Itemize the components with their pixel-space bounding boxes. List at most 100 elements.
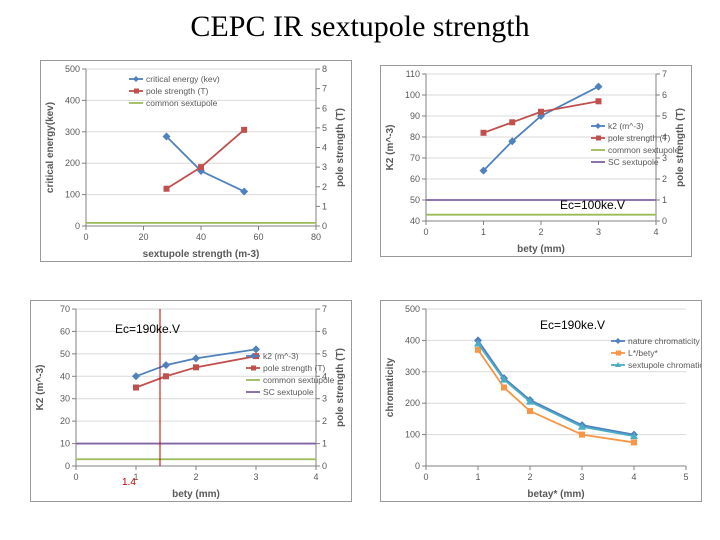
svg-text:2: 2 <box>662 174 667 184</box>
svg-text:pole strength (T): pole strength (T) <box>146 86 209 96</box>
svg-text:common sextupole: common sextupole <box>608 145 680 155</box>
svg-text:pole strength (T): pole strength (T) <box>335 108 346 187</box>
svg-text:100: 100 <box>405 90 420 100</box>
svg-text:2: 2 <box>322 182 327 192</box>
svg-text:60: 60 <box>253 232 263 242</box>
chart-top-left: 0204060800100200300400500012345678sextup… <box>40 60 352 262</box>
svg-text:0: 0 <box>65 461 70 471</box>
svg-text:3: 3 <box>322 394 327 404</box>
svg-text:60: 60 <box>60 326 70 336</box>
svg-text:1: 1 <box>662 195 667 205</box>
svg-text:70: 70 <box>410 153 420 163</box>
svg-text:0: 0 <box>415 461 420 471</box>
svg-text:3: 3 <box>579 472 584 482</box>
svg-text:0: 0 <box>73 472 78 482</box>
svg-text:20: 20 <box>138 232 148 242</box>
chart-bottom-left: 0123401020304050607001234567bety (mm)K2 … <box>30 300 352 502</box>
svg-text:2: 2 <box>527 472 532 482</box>
svg-text:bety (mm): bety (mm) <box>172 489 220 500</box>
svg-text:80: 80 <box>311 232 321 242</box>
svg-text:SC sextupole: SC sextupole <box>608 157 659 167</box>
svg-text:110: 110 <box>406 69 420 79</box>
svg-text:40: 40 <box>196 232 206 242</box>
svg-text:30: 30 <box>60 394 70 404</box>
svg-text:200: 200 <box>65 158 80 168</box>
svg-text:50: 50 <box>410 195 420 205</box>
svg-text:sextupole chromaticity: sextupole chromaticity <box>628 360 701 370</box>
mark-14: 1.4 <box>122 477 136 488</box>
svg-text:80: 80 <box>410 132 420 142</box>
svg-text:3: 3 <box>253 472 258 482</box>
label-ec190b: Ec=190ke.V <box>540 318 605 332</box>
page-title: CEPC IR sextupole strength <box>0 10 720 44</box>
svg-text:0: 0 <box>75 221 80 231</box>
svg-text:pole strength (T): pole strength (T) <box>335 348 346 427</box>
svg-text:2: 2 <box>322 416 327 426</box>
svg-text:500: 500 <box>65 64 80 74</box>
svg-text:0: 0 <box>662 216 667 226</box>
svg-text:70: 70 <box>60 304 70 314</box>
svg-text:4: 4 <box>631 472 636 482</box>
svg-text:20: 20 <box>60 416 70 426</box>
svg-text:6: 6 <box>662 90 667 100</box>
svg-text:4: 4 <box>313 472 318 482</box>
svg-text:2: 2 <box>193 472 198 482</box>
svg-text:SC sextupole: SC sextupole <box>263 387 314 397</box>
svg-text:K2 (m^-3): K2 (m^-3) <box>35 365 46 411</box>
svg-text:7: 7 <box>662 69 667 79</box>
svg-text:0: 0 <box>423 227 428 237</box>
svg-text:L*/bety*: L*/bety* <box>628 348 658 358</box>
svg-text:5: 5 <box>683 472 688 482</box>
svg-text:common sextupole: common sextupole <box>146 98 218 108</box>
svg-text:1: 1 <box>322 201 327 211</box>
label-ec100: Ec=100ke.V <box>560 198 625 212</box>
svg-text:200: 200 <box>405 398 420 408</box>
svg-text:pole strength (T): pole strength (T) <box>608 133 671 143</box>
svg-text:500: 500 <box>405 304 420 314</box>
svg-text:0: 0 <box>322 221 327 231</box>
svg-text:0: 0 <box>83 232 88 242</box>
svg-text:100: 100 <box>405 430 420 440</box>
svg-text:40: 40 <box>410 216 420 226</box>
svg-text:300: 300 <box>65 127 80 137</box>
svg-text:k2 (m^-3): k2 (m^-3) <box>263 351 299 361</box>
svg-text:400: 400 <box>65 95 80 105</box>
svg-text:K2 (m^-3): K2 (m^-3) <box>385 125 396 171</box>
svg-text:7: 7 <box>322 84 327 94</box>
svg-text:5: 5 <box>322 123 327 133</box>
svg-text:7: 7 <box>322 304 327 314</box>
svg-text:100: 100 <box>65 190 80 200</box>
svg-text:bety (mm): bety (mm) <box>517 244 565 255</box>
svg-text:sextupole strength (m-3): sextupole strength (m-3) <box>143 249 260 260</box>
svg-text:3: 3 <box>322 162 327 172</box>
svg-text:40: 40 <box>60 371 70 381</box>
svg-text:2: 2 <box>538 227 543 237</box>
svg-text:pole strength (T): pole strength (T) <box>263 363 326 373</box>
svg-text:k2 (m^-3): k2 (m^-3) <box>608 121 644 131</box>
label-ec190a: Ec=190ke.V <box>115 322 180 336</box>
svg-text:1: 1 <box>322 439 327 449</box>
svg-text:300: 300 <box>405 367 420 377</box>
svg-text:0: 0 <box>322 461 327 471</box>
svg-text:90: 90 <box>410 111 420 121</box>
svg-text:1: 1 <box>481 227 486 237</box>
svg-text:8: 8 <box>322 64 327 74</box>
svg-text:60: 60 <box>410 174 420 184</box>
svg-text:50: 50 <box>60 349 70 359</box>
svg-text:chromaticity: chromaticity <box>385 357 396 417</box>
svg-text:4: 4 <box>653 227 658 237</box>
svg-text:4: 4 <box>322 143 327 153</box>
svg-text:5: 5 <box>322 349 327 359</box>
svg-text:6: 6 <box>322 326 327 336</box>
svg-text:critical energy (kev): critical energy (kev) <box>146 74 220 84</box>
svg-text:nature chromaticity: nature chromaticity <box>628 336 701 346</box>
svg-text:critical energy(kev): critical energy(kev) <box>45 102 56 193</box>
svg-text:6: 6 <box>322 103 327 113</box>
svg-text:5: 5 <box>662 111 667 121</box>
svg-text:common sextupole: common sextupole <box>263 375 335 385</box>
svg-text:10: 10 <box>60 439 70 449</box>
svg-text:betay* (mm): betay* (mm) <box>527 489 584 500</box>
svg-text:400: 400 <box>405 335 420 345</box>
svg-text:1: 1 <box>475 472 480 482</box>
chart-top-right: 0123440506070809010011001234567bety (mm)… <box>380 65 692 257</box>
